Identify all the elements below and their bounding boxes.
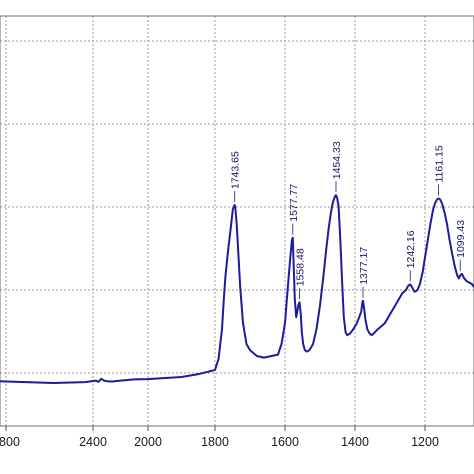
peak-label: 1099.43 [455,220,467,258]
peak-label: 1454.33 [331,141,343,179]
x-tick-label: 2800 [0,435,20,449]
x-axis-ticks: 2800 2400 2000 1800 1600 1400 1200 [0,426,439,449]
x-tick-label: 1400 [341,435,369,449]
peak-annotations: 2850.791743.651577.771558.481454.331377.… [230,141,467,300]
peak-annotation: 1099.43 [455,220,467,271]
peak-annotation: 1377.17 [358,247,370,298]
grid-lines [0,16,474,426]
spectrum-line [0,194,474,384]
peak-annotation: 1743.65 [230,151,242,203]
x-tick-label: 2400 [79,435,107,449]
peak-label: 1161.15 [434,145,446,182]
x-tick-label: 1600 [271,435,299,449]
peak-label: 1558.48 [295,248,307,286]
peak-annotation: 1558.48 [295,248,307,300]
peak-label: 1743.65 [230,151,242,189]
peak-label: 1577.77 [288,184,300,222]
peak-annotation: 1161.15 [434,145,446,196]
series-layer [0,194,474,384]
peak-annotation: 1242.16 [405,230,417,282]
peak-annotation: 1577.77 [288,184,300,235]
x-tick-label: 1200 [411,435,439,449]
peak-label: 1242.16 [405,230,417,268]
x-tick-label: 2000 [134,435,162,449]
plot-frame [0,15,474,427]
peak-label: 1377.17 [358,247,370,285]
x-tick-label: 1800 [201,435,229,449]
peak-annotation: 1454.33 [331,141,343,193]
